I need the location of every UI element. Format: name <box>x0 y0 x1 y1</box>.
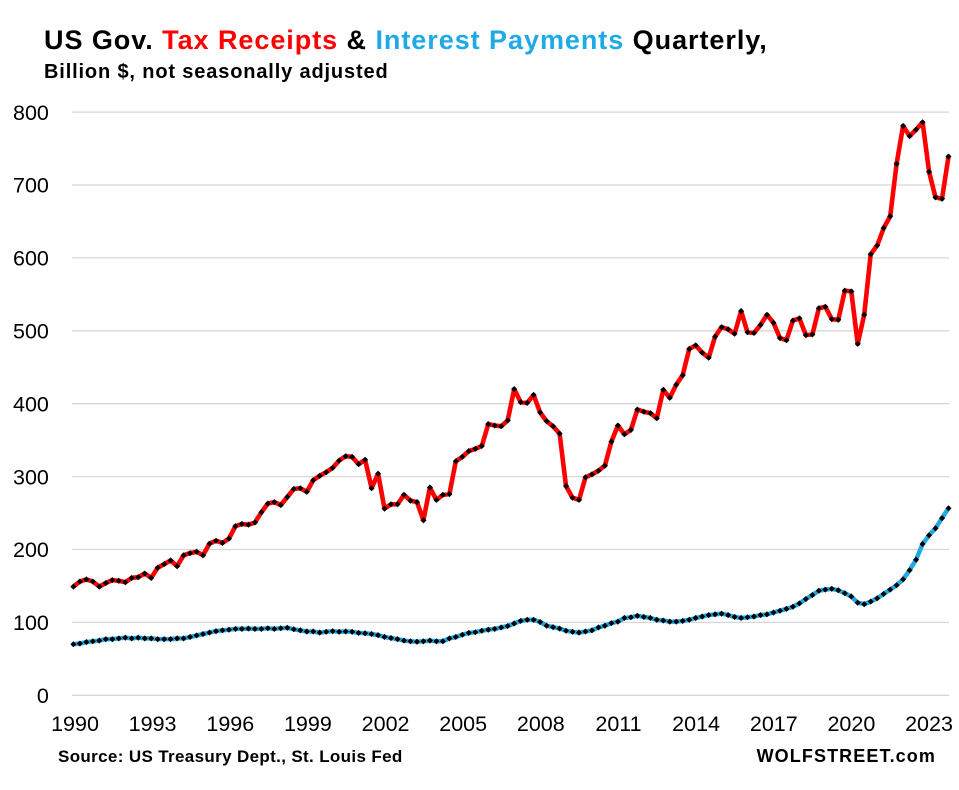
svg-text:300: 300 <box>13 465 49 489</box>
svg-text:1993: 1993 <box>129 712 177 736</box>
svg-text:1996: 1996 <box>206 712 254 736</box>
svg-text:100: 100 <box>13 611 49 635</box>
svg-text:2005: 2005 <box>439 712 487 736</box>
svg-text:2020: 2020 <box>827 712 875 736</box>
svg-text:2011: 2011 <box>595 712 641 736</box>
svg-text:0: 0 <box>37 684 49 708</box>
svg-text:400: 400 <box>13 392 49 416</box>
svg-text:2008: 2008 <box>517 712 565 736</box>
svg-text:200: 200 <box>13 538 49 562</box>
svg-text:2023: 2023 <box>905 712 953 736</box>
svg-text:600: 600 <box>13 247 49 271</box>
svg-text:1990: 1990 <box>51 712 99 736</box>
svg-text:1999: 1999 <box>284 712 332 736</box>
svg-text:2017: 2017 <box>750 712 798 736</box>
svg-text:700: 700 <box>13 174 49 198</box>
svg-text:800: 800 <box>13 101 49 125</box>
svg-text:500: 500 <box>13 320 49 344</box>
svg-text:2002: 2002 <box>362 712 410 736</box>
svg-text:2014: 2014 <box>672 712 720 736</box>
